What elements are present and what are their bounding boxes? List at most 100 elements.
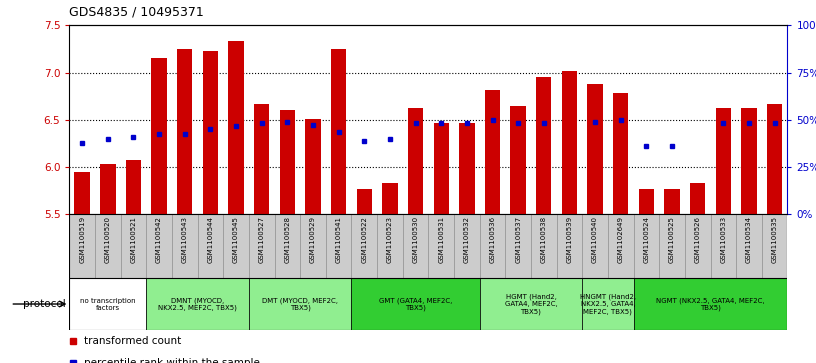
Bar [352, 214, 377, 278]
Bar [331, 49, 346, 214]
Text: GSM1100531: GSM1100531 [438, 216, 444, 263]
Bar [408, 107, 424, 214]
Bar [454, 214, 480, 278]
Text: GMT (GATA4, MEF2C,
TBX5): GMT (GATA4, MEF2C, TBX5) [379, 297, 452, 311]
Bar [69, 214, 95, 278]
Text: DMT (MYOCD, MEF2C,
TBX5): DMT (MYOCD, MEF2C, TBX5) [262, 297, 338, 311]
Bar [274, 214, 300, 278]
Bar [197, 214, 224, 278]
Bar [583, 214, 608, 278]
Text: GSM1100522: GSM1100522 [361, 216, 367, 263]
Bar [633, 214, 659, 278]
Text: GSM1100530: GSM1100530 [413, 216, 419, 263]
Bar [690, 183, 705, 214]
Bar [224, 214, 249, 278]
Text: GSM1100535: GSM1100535 [772, 216, 778, 263]
Text: no transcription
factors: no transcription factors [80, 298, 135, 310]
Bar [280, 110, 295, 214]
Text: GSM1100525: GSM1100525 [669, 216, 675, 263]
Text: GSM1100543: GSM1100543 [182, 216, 188, 263]
Bar [254, 104, 269, 214]
Text: transformed count: transformed count [84, 336, 181, 346]
Bar [228, 41, 244, 214]
Text: GSM1102649: GSM1102649 [618, 216, 623, 263]
Bar [741, 107, 756, 214]
Bar [716, 107, 731, 214]
Text: GSM1100537: GSM1100537 [515, 216, 521, 263]
Bar [300, 214, 326, 278]
Bar [505, 214, 531, 278]
Bar [172, 214, 197, 278]
Bar [685, 214, 711, 278]
Bar [531, 214, 557, 278]
Bar [403, 214, 428, 278]
Bar [100, 164, 116, 214]
Text: GSM1100533: GSM1100533 [721, 216, 726, 263]
Bar [588, 84, 603, 214]
Text: GSM1100520: GSM1100520 [104, 216, 111, 263]
Bar [480, 278, 583, 330]
Bar [249, 214, 274, 278]
Text: GSM1100529: GSM1100529 [310, 216, 316, 263]
Text: GSM1100542: GSM1100542 [156, 216, 162, 263]
Bar [511, 106, 526, 214]
Text: GSM1100519: GSM1100519 [79, 216, 85, 263]
Text: percentile rank within the sample: percentile rank within the sample [84, 358, 259, 363]
Text: GDS4835 / 10495371: GDS4835 / 10495371 [69, 5, 204, 18]
Text: GSM1100541: GSM1100541 [335, 216, 342, 263]
Text: HGMT (Hand2,
GATA4, MEF2C,
TBX5): HGMT (Hand2, GATA4, MEF2C, TBX5) [504, 294, 557, 314]
Text: GSM1100545: GSM1100545 [233, 216, 239, 263]
Bar [249, 278, 352, 330]
Text: GSM1100527: GSM1100527 [259, 216, 264, 263]
Text: GSM1100539: GSM1100539 [566, 216, 573, 263]
Bar [382, 183, 397, 214]
Bar [95, 214, 121, 278]
Bar [121, 214, 146, 278]
Bar [536, 77, 552, 214]
Bar [305, 119, 321, 214]
Bar [69, 278, 146, 330]
Text: GSM1100540: GSM1100540 [592, 216, 598, 263]
Bar [583, 278, 633, 330]
Bar [480, 214, 505, 278]
Text: GSM1100544: GSM1100544 [207, 216, 214, 263]
Text: GSM1100523: GSM1100523 [387, 216, 393, 263]
Text: GSM1100534: GSM1100534 [746, 216, 752, 263]
Bar [357, 189, 372, 214]
Bar [377, 214, 403, 278]
Text: HNGMT (Hand2,
NKX2.5, GATA4,
MEF2C, TBX5): HNGMT (Hand2, NKX2.5, GATA4, MEF2C, TBX5… [580, 294, 636, 314]
Bar [639, 189, 654, 214]
Text: GSM1100536: GSM1100536 [490, 216, 495, 263]
Bar [152, 58, 166, 214]
Text: GSM1100521: GSM1100521 [131, 216, 136, 263]
Bar [557, 214, 583, 278]
Bar [762, 214, 787, 278]
Bar [433, 123, 449, 214]
Bar [146, 278, 249, 330]
Bar [202, 51, 218, 214]
Bar [664, 189, 680, 214]
Bar [633, 278, 787, 330]
Bar [711, 214, 736, 278]
Bar [561, 71, 577, 214]
Bar [126, 160, 141, 214]
Bar [74, 172, 90, 214]
Bar [613, 93, 628, 214]
Bar [146, 214, 172, 278]
Text: GSM1100526: GSM1100526 [694, 216, 701, 263]
Text: GSM1100524: GSM1100524 [643, 216, 650, 263]
Bar [659, 214, 685, 278]
Bar [459, 123, 475, 214]
Text: protocol: protocol [23, 299, 65, 309]
Bar [485, 90, 500, 214]
Bar [177, 49, 193, 214]
Bar [608, 214, 633, 278]
Bar [767, 104, 783, 214]
Text: GSM1100528: GSM1100528 [284, 216, 290, 263]
Text: GSM1100538: GSM1100538 [541, 216, 547, 263]
Bar [352, 278, 480, 330]
Bar [428, 214, 454, 278]
Text: NGMT (NKX2.5, GATA4, MEF2C,
TBX5): NGMT (NKX2.5, GATA4, MEF2C, TBX5) [656, 297, 765, 311]
Text: DMNT (MYOCD,
NKX2.5, MEF2C, TBX5): DMNT (MYOCD, NKX2.5, MEF2C, TBX5) [158, 297, 237, 311]
Bar [736, 214, 762, 278]
